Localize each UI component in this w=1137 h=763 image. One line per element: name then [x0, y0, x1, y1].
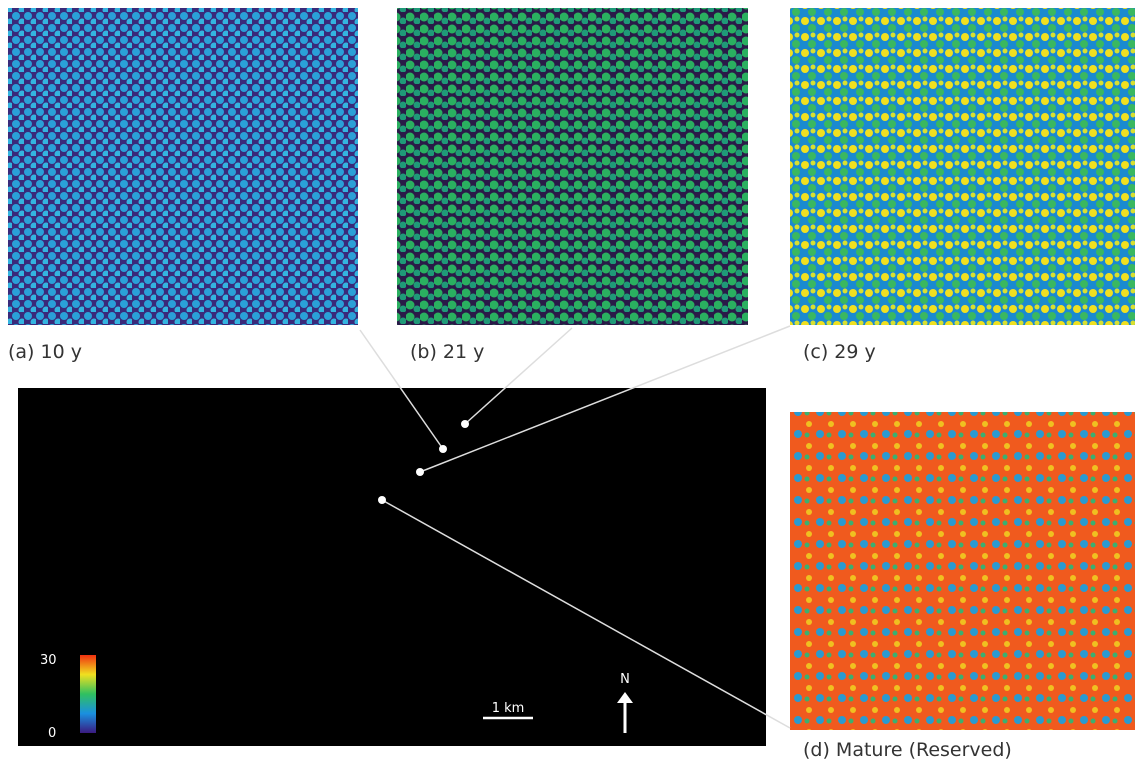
sample-point — [461, 420, 469, 428]
panel-d-image — [790, 412, 1135, 730]
sample-point — [416, 468, 424, 476]
panel-label: (a) 10 y — [8, 341, 82, 363]
sample-point — [439, 445, 447, 453]
north-label: N — [620, 672, 630, 687]
map-background — [18, 388, 766, 746]
scale-bar-label: 1 km — [492, 701, 525, 716]
panel-a-image — [8, 8, 358, 325]
colorbar-min: 0 — [48, 726, 56, 741]
colorbar — [80, 655, 96, 733]
panel-label: (d) Mature (Reserved) — [803, 739, 1012, 761]
colorbar-max: 30 — [40, 653, 57, 668]
panel-c-image — [790, 8, 1135, 325]
panel-b-image — [397, 8, 748, 325]
page: {"panels": [ {"label": "(a) 10 y"}, {"la… — [0, 0, 1137, 763]
panel-label: (c) 29 y — [803, 341, 876, 363]
panel-label: (b) 21 y — [410, 341, 484, 363]
sample-point — [378, 496, 386, 504]
figure: (a) 10 y (b) 21 y (c) 29 y (d) Mature (R… — [0, 0, 1137, 763]
